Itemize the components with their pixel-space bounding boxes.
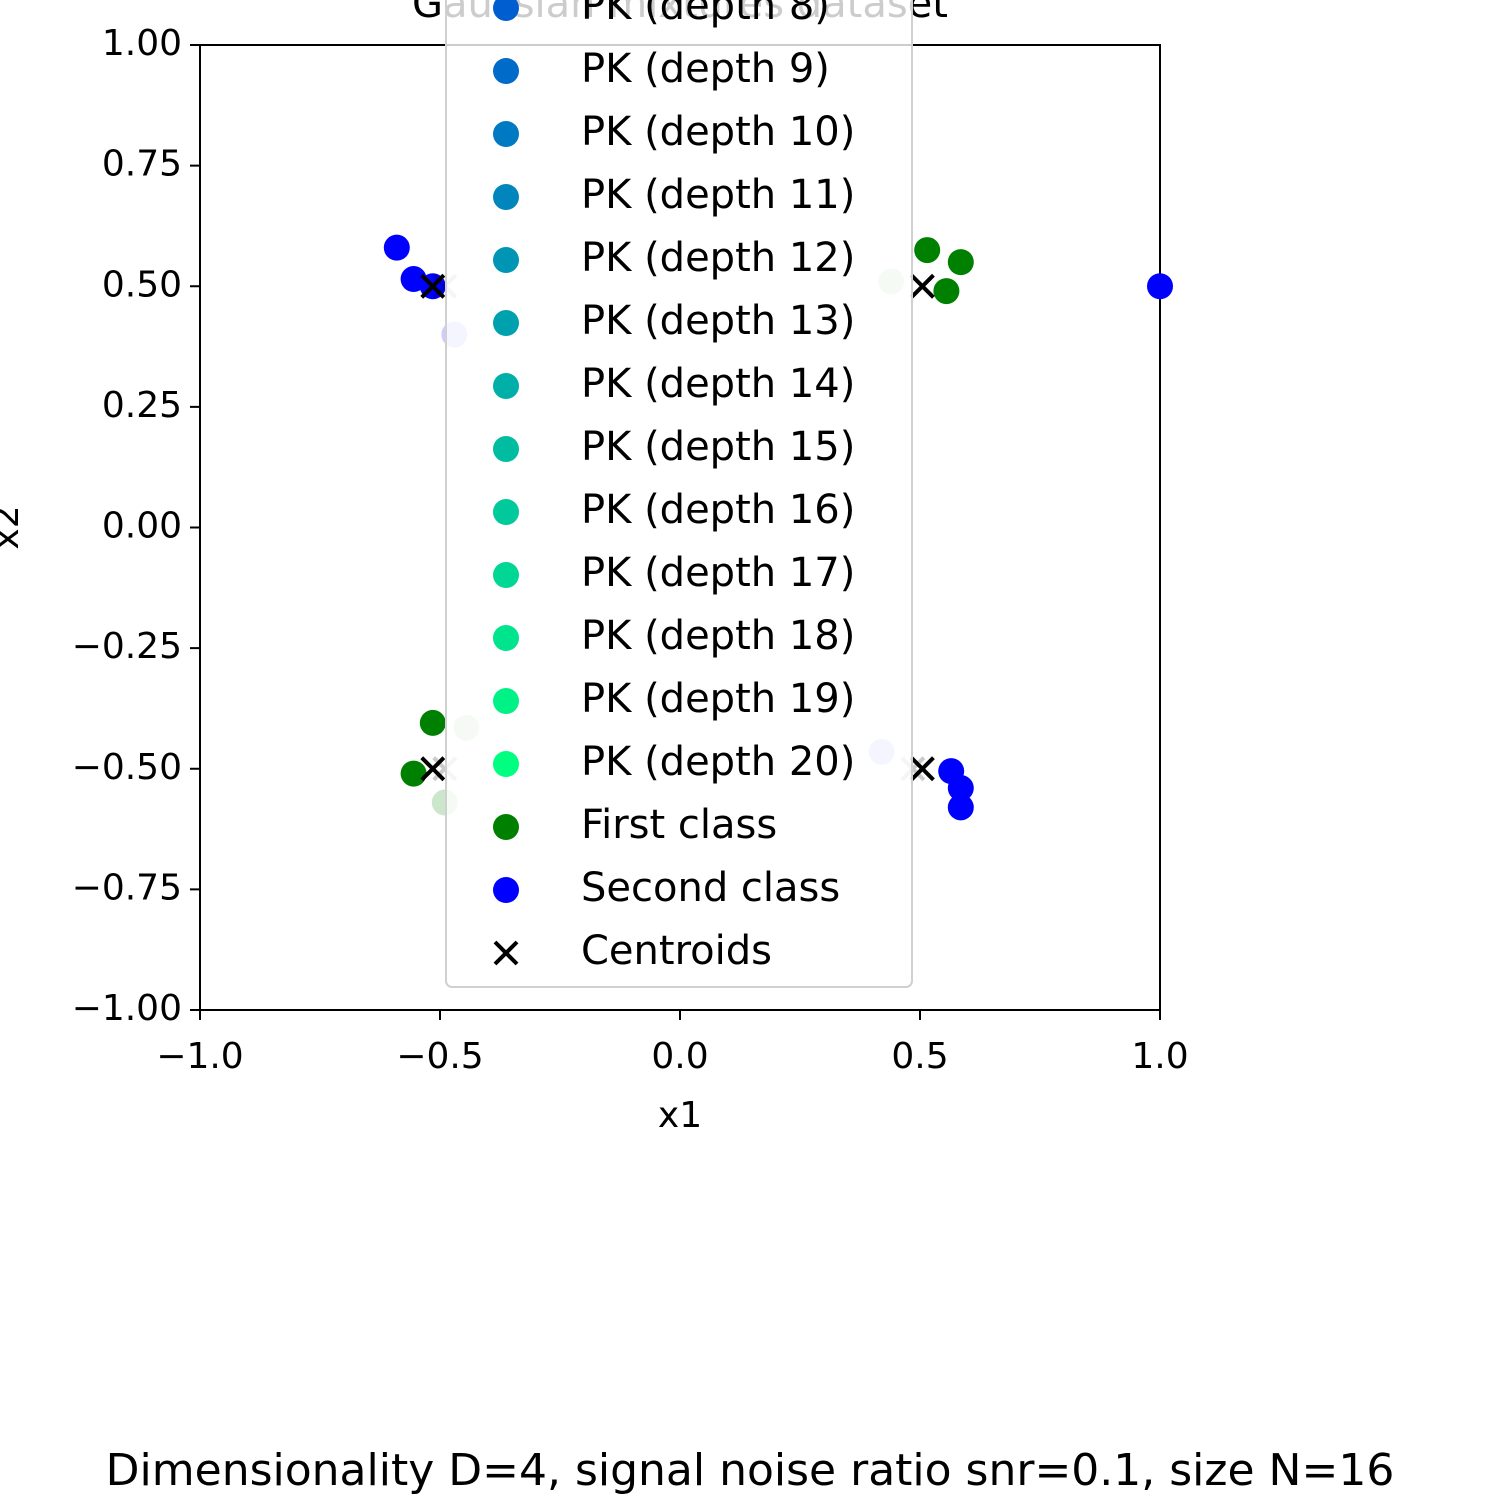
legend-marker xyxy=(493,814,519,840)
x-stroke xyxy=(420,273,446,299)
y-tick-label: 1.00 xyxy=(102,23,182,64)
legend-marker xyxy=(493,562,519,588)
legend-entry: Centroids xyxy=(493,928,772,974)
legend-entry: First class xyxy=(493,802,777,848)
x-tick-label: −1.0 xyxy=(156,1036,243,1077)
legend-label: First class xyxy=(581,802,777,848)
legend-marker xyxy=(493,940,519,966)
legend-marker xyxy=(493,247,519,273)
point xyxy=(947,249,974,276)
point xyxy=(419,709,446,736)
y-tick-label: −1.00 xyxy=(72,988,182,1029)
x-tick-label: 1.0 xyxy=(1131,1036,1188,1077)
point xyxy=(947,775,974,802)
legend-marker xyxy=(493,751,519,777)
point xyxy=(400,760,427,787)
point xyxy=(1147,273,1173,300)
legend-box xyxy=(445,0,913,988)
legend-label: PK (depth 12) xyxy=(581,235,855,281)
legend-label: PK (depth 18) xyxy=(581,613,855,659)
legend-entry: PK (depth 13) xyxy=(493,298,855,344)
point xyxy=(933,278,960,305)
x-stroke xyxy=(420,756,446,782)
legend-marker xyxy=(493,436,519,462)
y-tick-label: −0.75 xyxy=(72,867,182,908)
legend-label: PK (depth 8) xyxy=(581,0,830,29)
legend-marker xyxy=(493,310,519,336)
legend-label: Second class xyxy=(581,865,840,911)
legend-marker xyxy=(493,58,519,84)
legend-label: PK (depth 9) xyxy=(581,46,830,92)
legend-entry: Second class xyxy=(493,865,840,911)
y-tick-label: 0.50 xyxy=(102,264,182,305)
legend-marker xyxy=(493,688,519,714)
legend-marker xyxy=(493,373,519,399)
legend-entry: PK (depth 15) xyxy=(493,424,855,470)
legend-marker xyxy=(493,0,519,21)
centroid-marker xyxy=(909,273,935,299)
legend-entry: PK (depth 19) xyxy=(493,676,855,722)
legend-label: PK (depth 20) xyxy=(581,739,855,785)
legend-entry: PK (depth 9) xyxy=(493,46,830,92)
x-stroke xyxy=(909,273,935,299)
centroid-marker xyxy=(420,273,446,299)
legend-label: PK (depth 11) xyxy=(581,172,855,218)
centroid-marker xyxy=(909,756,935,782)
x-stroke xyxy=(909,756,935,782)
legend-label: PK (depth 13) xyxy=(581,298,855,344)
legend-marker xyxy=(493,121,519,147)
legend-label: Centroids xyxy=(581,928,772,974)
legend-marker xyxy=(493,877,519,903)
x-tick-label: 0.0 xyxy=(651,1036,708,1077)
legend-marker xyxy=(493,625,519,651)
legend-entry: PK (depth 18) xyxy=(493,613,855,659)
point xyxy=(383,234,410,261)
x-axis-label: x1 xyxy=(658,1095,702,1136)
y-tick-label: 0.75 xyxy=(102,144,182,185)
centroid-marker xyxy=(420,756,446,782)
legend-entry: PK (depth 14) xyxy=(493,361,855,407)
legend-label: PK (depth 19) xyxy=(581,676,855,722)
footer-note: Dimensionality D=4, signal noise ratio s… xyxy=(106,1445,1395,1496)
legend-entry: PK (depth 8) xyxy=(493,0,830,29)
legend-marker xyxy=(493,499,519,525)
legend-entry: PK (depth 16) xyxy=(493,487,855,533)
legend-entry: PK (depth 10) xyxy=(493,109,855,155)
legend-entry: PK (depth 12) xyxy=(493,235,855,281)
point xyxy=(947,794,974,821)
legend-label: PK (depth 16) xyxy=(581,487,855,533)
y-tick-label: −0.50 xyxy=(72,747,182,788)
y-tick-label: 0.00 xyxy=(102,506,182,547)
x-tick-label: −0.5 xyxy=(396,1036,483,1077)
legend-label: PK (depth 17) xyxy=(581,550,855,596)
y-axis-label: x2 xyxy=(0,505,27,549)
point xyxy=(914,237,941,264)
x-tick-label: 0.5 xyxy=(891,1036,948,1077)
y-tick-label: 0.25 xyxy=(102,385,182,426)
legend-label: PK (depth 10) xyxy=(581,109,855,155)
legend-label: PK (depth 15) xyxy=(581,424,855,470)
legend-entry: PK (depth 11) xyxy=(493,172,855,218)
y-tick-label: −0.25 xyxy=(72,626,182,667)
legend-label: PK (depth 14) xyxy=(581,361,855,407)
legend-entry: PK (depth 20) xyxy=(493,739,855,785)
legend-marker xyxy=(493,184,519,210)
legend-entry: PK (depth 17) xyxy=(493,550,855,596)
